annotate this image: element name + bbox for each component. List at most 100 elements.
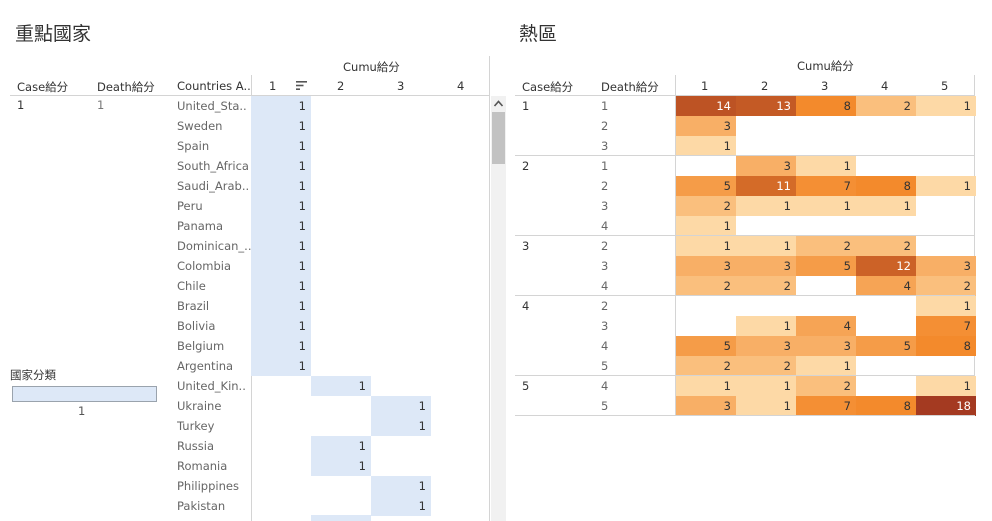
right-cumu-col-1[interactable]: 1 — [701, 79, 709, 93]
heat-cell[interactable]: 3 — [676, 256, 736, 276]
country-cell[interactable]: 1 — [251, 336, 311, 356]
heat-cell[interactable]: 2 — [916, 276, 976, 296]
legend-color-swatch[interactable] — [12, 386, 157, 402]
right-death-col-header[interactable]: Death給分 — [601, 80, 659, 94]
right-cumu-col-5[interactable]: 5 — [941, 79, 949, 93]
heat-cell[interactable]: 3 — [676, 116, 736, 136]
heat-cell[interactable]: 12 — [856, 256, 916, 276]
heat-cell[interactable]: 1 — [676, 136, 736, 156]
country-cell[interactable]: 1 — [251, 256, 311, 276]
left-cumu-col-4[interactable]: 4 — [457, 79, 465, 93]
heat-cell[interactable]: 1 — [916, 176, 976, 196]
country-cell[interactable]: 1 — [251, 296, 311, 316]
heat-cell[interactable]: 2 — [856, 236, 916, 256]
country-cell[interactable]: 1 — [311, 376, 371, 396]
heat-cell[interactable]: 7 — [796, 396, 856, 416]
heat-cell[interactable]: 1 — [736, 376, 796, 396]
country-cell[interactable]: 1 — [311, 436, 371, 456]
country-cell[interactable]: 1 — [371, 496, 431, 516]
heat-cell[interactable]: 3 — [736, 256, 796, 276]
left-scrollbar-thumb[interactable] — [492, 112, 505, 164]
heat-cell[interactable]: 1 — [916, 96, 976, 116]
left-death-col-header[interactable]: Death給分 — [97, 80, 155, 94]
heat-cell[interactable]: 14 — [676, 96, 736, 116]
heat-cell[interactable]: 5 — [676, 176, 736, 196]
heat-cell[interactable]: 1 — [736, 196, 796, 216]
country-cell[interactable]: 1 — [251, 356, 311, 376]
heat-cell[interactable]: 1 — [796, 356, 856, 376]
heat-cell[interactable]: 4 — [856, 276, 916, 296]
heat-cell[interactable]: 2 — [736, 356, 796, 376]
heat-cell[interactable]: 3 — [676, 396, 736, 416]
country-cell[interactable]: 1 — [251, 156, 311, 176]
heat-cell[interactable]: 8 — [796, 96, 856, 116]
heat-cell[interactable]: 8 — [856, 396, 916, 416]
heat-cell[interactable]: 3 — [736, 156, 796, 176]
country-name: Bolivia — [177, 319, 216, 333]
legend-value: 1 — [78, 404, 86, 418]
right-cumu-col-3[interactable]: 3 — [821, 79, 829, 93]
heat-cell[interactable]: 2 — [856, 96, 916, 116]
heat-cell[interactable]: 1 — [676, 216, 736, 236]
heat-cell[interactable]: 5 — [796, 256, 856, 276]
country-cell[interactable]: 1 — [371, 416, 431, 436]
left-scrollbar-track[interactable] — [491, 96, 506, 521]
heat-cell[interactable]: 1 — [676, 376, 736, 396]
heat-cell[interactable]: 3 — [796, 336, 856, 356]
heat-cell[interactable]: 18 — [916, 396, 976, 416]
group-divider — [515, 155, 975, 156]
country-cell[interactable]: 1 — [371, 476, 431, 496]
right-cumu-col-2[interactable]: 2 — [761, 79, 769, 93]
heat-cell[interactable]: 2 — [676, 196, 736, 216]
country-cell[interactable]: 1 — [251, 116, 311, 136]
left-cumu-col-1[interactable]: 1 — [269, 79, 277, 93]
heat-cell[interactable]: 2 — [736, 276, 796, 296]
heat-cell[interactable]: 3 — [736, 336, 796, 356]
heat-cell[interactable]: 1 — [916, 376, 976, 396]
heat-cell[interactable]: 8 — [856, 176, 916, 196]
country-cell[interactable]: 1 — [251, 236, 311, 256]
heat-cell[interactable]: 11 — [736, 176, 796, 196]
heat-cell[interactable]: 1 — [736, 236, 796, 256]
right-case-col-header[interactable]: Case給分 — [522, 80, 574, 94]
country-cell[interactable]: 1 — [251, 196, 311, 216]
left-country-col-header[interactable]: Countries A.. — [177, 79, 251, 93]
heat-cell[interactable]: 1 — [796, 156, 856, 176]
right-cumu-col-4[interactable]: 4 — [881, 79, 889, 93]
country-cell[interactable]: 1 — [251, 96, 311, 116]
heat-cell[interactable]: 2 — [796, 236, 856, 256]
heat-cell[interactable]: 1 — [916, 296, 976, 316]
left-case-col-header[interactable]: Case給分 — [17, 80, 69, 94]
heat-cell[interactable]: 3 — [916, 256, 976, 276]
heat-cell[interactable]: 8 — [916, 336, 976, 356]
heat-cell[interactable]: 1 — [736, 316, 796, 336]
heat-cell[interactable]: 1 — [796, 196, 856, 216]
left-cumu-col-3[interactable]: 3 — [397, 79, 405, 93]
country-cell[interactable]: 1 — [251, 216, 311, 236]
heat-cell[interactable]: 7 — [916, 316, 976, 336]
country-cell[interactable]: 1 — [251, 136, 311, 156]
heat-cell[interactable]: 1 — [736, 396, 796, 416]
country-cell[interactable]: 1 — [251, 276, 311, 296]
heat-cell[interactable]: 2 — [676, 276, 736, 296]
heat-cell[interactable]: 13 — [736, 96, 796, 116]
country-cell[interactable]: 1 — [371, 396, 431, 416]
group-divider — [515, 295, 975, 296]
country-cell[interactable]: 1 — [251, 316, 311, 336]
heat-cell[interactable]: 1 — [856, 196, 916, 216]
death-score-label: 1 — [601, 159, 609, 173]
heat-cell[interactable]: 2 — [796, 376, 856, 396]
heat-cell[interactable]: 5 — [856, 336, 916, 356]
heat-cell[interactable]: 2 — [676, 356, 736, 376]
sort-descending-icon[interactable] — [296, 80, 308, 91]
heat-cell[interactable]: 5 — [676, 336, 736, 356]
country-cell[interactable]: 1 — [251, 176, 311, 196]
country-name: Russia — [177, 439, 214, 453]
heat-cell[interactable]: 4 — [796, 316, 856, 336]
heat-cell[interactable]: 1 — [676, 236, 736, 256]
heat-cell[interactable]: 7 — [796, 176, 856, 196]
left-cumu-col-2[interactable]: 2 — [337, 79, 345, 93]
country-name: Ukraine — [177, 399, 222, 413]
country-cell[interactable]: 1 — [311, 456, 371, 476]
scroll-up-icon[interactable] — [493, 99, 504, 108]
